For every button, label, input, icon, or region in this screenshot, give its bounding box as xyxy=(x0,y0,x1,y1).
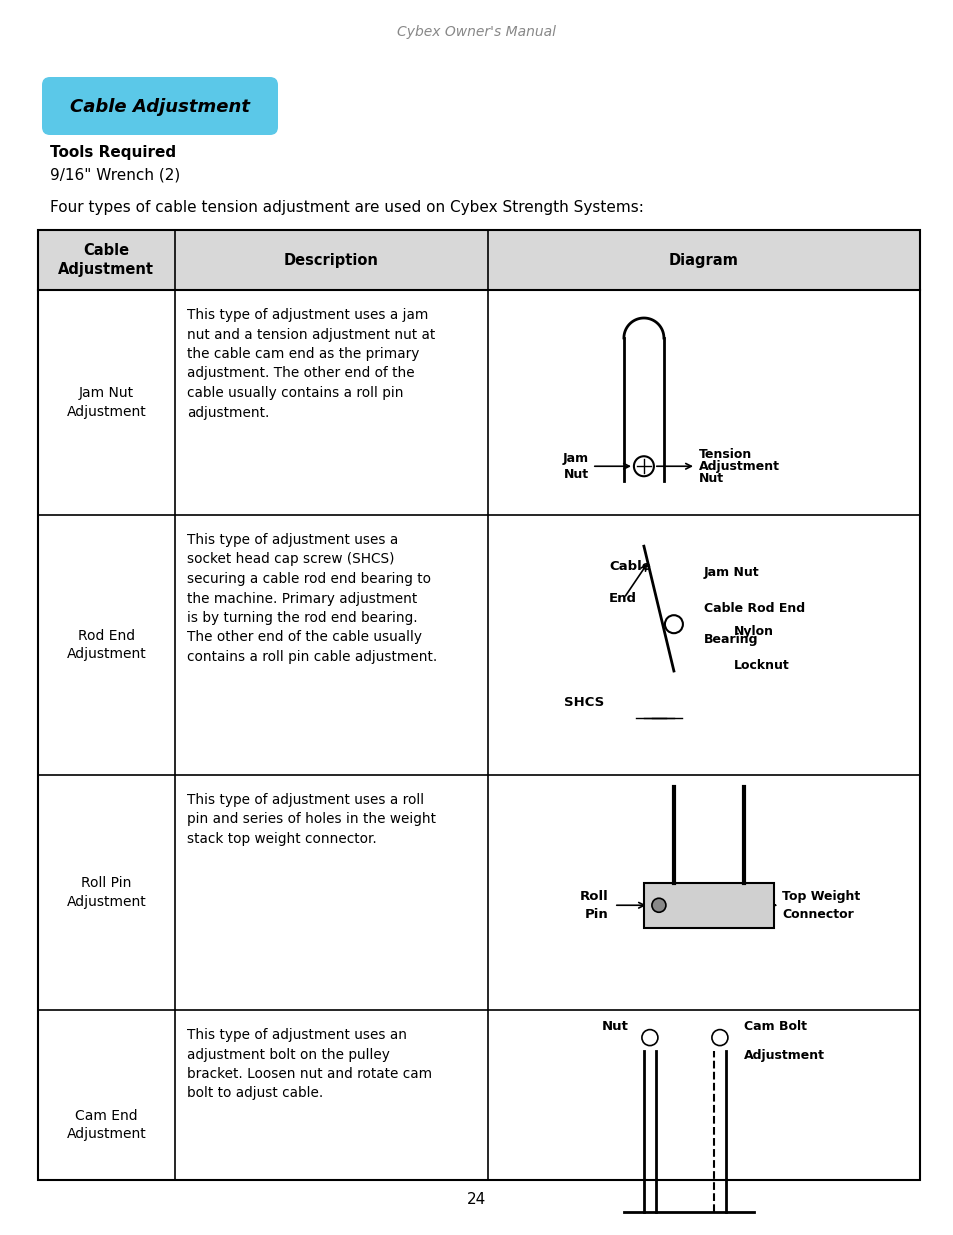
Text: Tools Required: Tools Required xyxy=(50,144,176,161)
Text: Diagram: Diagram xyxy=(668,252,738,268)
Text: SHCS: SHCS xyxy=(563,695,603,709)
Text: Tension: Tension xyxy=(699,448,751,461)
Text: Rod End
Adjustment: Rod End Adjustment xyxy=(67,629,146,661)
Text: End: End xyxy=(608,592,637,605)
Text: Nut: Nut xyxy=(601,1020,628,1032)
Text: Roll Pin
Adjustment: Roll Pin Adjustment xyxy=(67,877,146,909)
Text: Nut: Nut xyxy=(563,468,588,480)
Text: Top Weight: Top Weight xyxy=(781,889,860,903)
FancyBboxPatch shape xyxy=(42,77,277,135)
Text: Locknut: Locknut xyxy=(733,659,789,672)
Text: Cable Adjustment: Cable Adjustment xyxy=(70,98,250,116)
Text: Roll: Roll xyxy=(579,889,608,903)
Text: Cable Rod End: Cable Rod End xyxy=(703,603,804,615)
Text: Connector: Connector xyxy=(781,908,853,921)
Text: Cam Bolt: Cam Bolt xyxy=(743,1020,806,1032)
Circle shape xyxy=(651,898,665,913)
Text: This type of adjustment uses a jam
nut and a tension adjustment nut at
the cable: This type of adjustment uses a jam nut a… xyxy=(187,308,435,420)
Text: Jam Nut: Jam Nut xyxy=(703,566,759,579)
Text: Adjustment: Adjustment xyxy=(699,459,780,473)
Text: Adjustment: Adjustment xyxy=(743,1050,824,1062)
Text: Cable
Adjustment: Cable Adjustment xyxy=(58,242,154,278)
Text: 9/16" Wrench (2): 9/16" Wrench (2) xyxy=(50,167,180,182)
Text: 24: 24 xyxy=(467,1193,486,1208)
Text: Cybex Owner's Manual: Cybex Owner's Manual xyxy=(397,25,556,40)
Bar xyxy=(38,230,919,1179)
Text: Cable: Cable xyxy=(608,561,650,573)
Text: Description: Description xyxy=(284,252,378,268)
Text: Nylon: Nylon xyxy=(733,625,773,638)
Text: Cam End
Adjustment: Cam End Adjustment xyxy=(67,1109,146,1141)
Text: This type of adjustment uses a
socket head cap screw (SHCS)
securing a cable rod: This type of adjustment uses a socket he… xyxy=(187,534,436,664)
Text: Bearing: Bearing xyxy=(703,634,758,646)
Text: This type of adjustment uses an
adjustment bolt on the pulley
bracket. Loosen nu: This type of adjustment uses an adjustme… xyxy=(187,1028,432,1100)
Bar xyxy=(38,230,919,290)
Text: Pin: Pin xyxy=(584,908,608,921)
Bar xyxy=(643,883,773,927)
Text: Four types of cable tension adjustment are used on Cybex Strength Systems:: Four types of cable tension adjustment a… xyxy=(50,200,643,215)
Text: Jam Nut
Adjustment: Jam Nut Adjustment xyxy=(67,387,146,419)
Text: Nut: Nut xyxy=(699,472,723,485)
Text: Jam: Jam xyxy=(562,452,588,464)
Text: This type of adjustment uses a roll
pin and series of holes in the weight
stack : This type of adjustment uses a roll pin … xyxy=(187,793,436,846)
